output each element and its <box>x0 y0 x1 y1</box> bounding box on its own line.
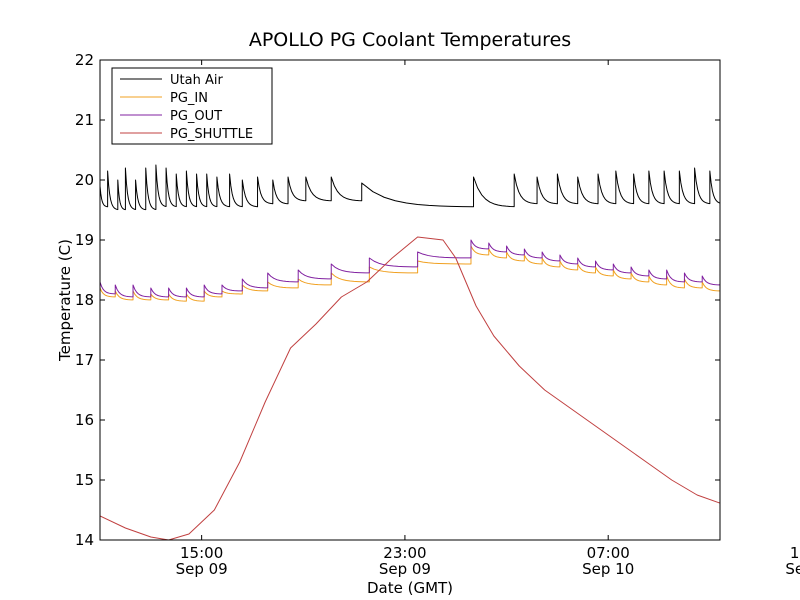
y-tick-label: 18 <box>75 291 94 309</box>
legend-label: Utah Air <box>170 73 223 88</box>
x-tick-label-date: Sep 10 <box>785 560 800 578</box>
y-tick-label: 16 <box>75 411 94 429</box>
legend-label: PG_OUT <box>170 109 222 124</box>
series-line-pg-out <box>100 239 720 298</box>
y-tick-label: 14 <box>75 531 94 549</box>
y-tick-label: 21 <box>75 111 94 129</box>
x-tick-label-date: Sep 10 <box>582 560 634 578</box>
y-tick-label: 19 <box>75 231 94 249</box>
x-tick-label-date: Sep 09 <box>176 560 228 578</box>
y-tick-label: 22 <box>75 51 94 69</box>
y-tick-label: 17 <box>75 351 94 369</box>
x-tick-label-time: 07:00 <box>587 544 630 562</box>
x-tick-label-time: 15:00 <box>180 544 223 562</box>
series-line-pg-shuttle <box>100 236 720 540</box>
y-axis-title: Temperature (C) <box>56 239 74 362</box>
x-tick-label-date: Sep 09 <box>379 560 431 578</box>
x-tick-label-time: 15:00 <box>790 544 800 562</box>
y-tick-label: 15 <box>75 471 94 489</box>
chart-title: APOLLO PG Coolant Temperatures <box>249 29 571 51</box>
y-tick-label: 20 <box>75 171 94 189</box>
series-line-pg-in <box>100 245 720 302</box>
legend-label: PG_SHUTTLE <box>170 127 253 142</box>
legend-box <box>111 67 273 145</box>
series-layer <box>100 164 720 540</box>
x-axis-title: Date (GMT) <box>367 579 453 597</box>
x-tick-label-time: 23:00 <box>383 544 426 562</box>
legend: Utah Air PG_IN PG_OUT PG_SHUTTLE <box>111 67 273 145</box>
legend-label: PG_IN <box>170 91 208 106</box>
series-line-utah-air <box>100 164 720 211</box>
